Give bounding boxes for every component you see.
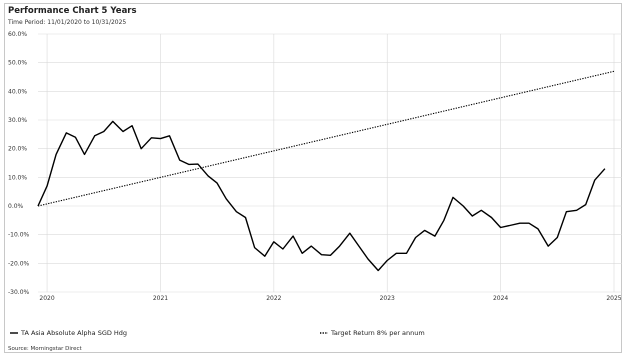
x-tick-label: 2021 — [153, 295, 168, 302]
source-note: Source: Morningstar Direct — [8, 346, 82, 352]
y-tick-label: 40.0% — [8, 88, 27, 95]
x-tick-label: 2020 — [39, 295, 54, 302]
x-tick-label: 2025 — [606, 295, 621, 302]
chart-frame — [4, 3, 622, 353]
y-tick-label: 20.0% — [8, 146, 27, 153]
time-period-value: 11/01/2020 to 10/31/2025 — [47, 19, 127, 26]
y-tick-label: 50.0% — [8, 60, 27, 67]
y-tick-label: 30.0% — [8, 117, 27, 124]
x-tick-label: 2024 — [493, 295, 508, 302]
y-tick-label: 10.0% — [8, 174, 27, 181]
legend-label-2: Target Return 8% per annum — [330, 329, 425, 337]
y-tick-label: -20.0% — [8, 260, 30, 267]
y-tick-label: 0.0% — [8, 203, 24, 210]
x-tick-label: 2022 — [266, 295, 281, 302]
legend-label-1: TA Asia Absolute Alpha SGD Hdg — [20, 329, 127, 337]
x-tick-label: 2023 — [380, 295, 395, 302]
time-period: Time Period: 11/01/2020 to 10/31/2025 — [8, 19, 126, 26]
grid-lines — [38, 33, 622, 293]
series-line-1 — [37, 120, 606, 272]
y-tick-label: -30.0% — [8, 289, 30, 296]
y-axis-ticks: 60.0% 50.0% 40.0% 30.0% 20.0% 10.0% 0.0% -10.0%… — [8, 31, 30, 296]
x-axis-ticks: 2020 2021 2022 2023 2024 2025 — [39, 295, 621, 302]
chart-title: Performance Chart 5 Years — [8, 6, 137, 16]
legend: TA Asia Absolute Alpha SGD Hdg Target Ret… — [10, 329, 425, 337]
time-period-label: Time Period: — [8, 19, 46, 26]
y-tick-label: 60.0% — [8, 31, 27, 38]
y-tick-label: -10.0% — [8, 232, 30, 239]
series-lines — [37, 70, 615, 272]
